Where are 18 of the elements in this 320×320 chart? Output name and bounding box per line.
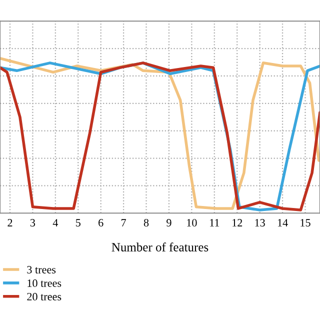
legend-label: 3 trees <box>27 266 56 274</box>
x-tick-label: 15 <box>300 219 310 226</box>
x-tick-label: 3 <box>30 219 36 226</box>
x-tick-label: 14 <box>278 219 288 226</box>
x-tick-label: 7 <box>122 219 126 226</box>
legend-label: 20 trees <box>27 292 62 300</box>
x-tick-label: 12 <box>232 219 242 226</box>
x-tick-label: 8 <box>144 218 149 226</box>
x-tick-label: 11 <box>210 219 220 226</box>
x-tick-label: 6 <box>98 219 104 226</box>
x-tick-label: 13 <box>255 219 265 226</box>
x-tick-label: 5 <box>76 219 80 226</box>
x-axis-title: Number of features <box>112 242 208 252</box>
x-tick-label: 10 <box>187 218 197 226</box>
legend-label: 10 trees <box>28 279 62 287</box>
x-tick-label: 9 <box>166 219 172 226</box>
x-tick-label: 4 <box>52 219 58 226</box>
x-tick-label: 2 <box>8 219 12 226</box>
